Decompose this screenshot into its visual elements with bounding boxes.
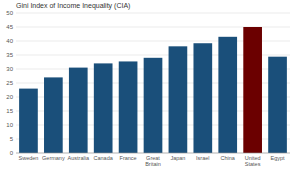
bar bbox=[19, 89, 38, 153]
x-tick-label: Australia bbox=[68, 155, 90, 161]
bar bbox=[44, 77, 63, 153]
bar bbox=[218, 37, 237, 153]
x-tick-label: Sweden bbox=[19, 155, 39, 161]
bar bbox=[169, 46, 188, 153]
x-tick-label: France bbox=[120, 155, 137, 161]
x-tick-label: Japan bbox=[170, 155, 185, 161]
y-tick-label: 30 bbox=[6, 66, 13, 72]
y-tick-label: 5 bbox=[10, 136, 14, 142]
y-tick-label: 35 bbox=[6, 52, 13, 58]
bar bbox=[268, 57, 287, 153]
x-tick-label: GreatBritain bbox=[145, 155, 161, 167]
x-tick-label: Egypt bbox=[271, 155, 286, 161]
bar bbox=[119, 61, 138, 153]
bar bbox=[69, 68, 88, 153]
x-tick-label: China bbox=[221, 155, 236, 161]
y-tick-label: 15 bbox=[6, 108, 13, 114]
bars bbox=[19, 27, 287, 153]
y-tick-label: 40 bbox=[6, 38, 13, 44]
y-tick-label: 45 bbox=[6, 24, 13, 30]
x-tick-label: Israel bbox=[196, 155, 209, 161]
x-tick-label: UnitedStates bbox=[245, 155, 261, 167]
bar bbox=[193, 43, 212, 153]
grid-line bbox=[16, 13, 290, 14]
grid bbox=[16, 13, 290, 153]
x-axis-line bbox=[16, 153, 290, 154]
chart: Gini Index of Income Inequality (CIA) 0 5 1… bbox=[0, 0, 294, 171]
bar bbox=[243, 27, 262, 153]
x-tick-label: Canada bbox=[94, 155, 114, 161]
x-tick-label: Germany bbox=[42, 155, 65, 161]
y-tick-label: 0 bbox=[10, 150, 14, 156]
y-tick-label: 20 bbox=[6, 94, 13, 100]
bar bbox=[94, 63, 113, 153]
y-tick-label: 10 bbox=[6, 122, 13, 128]
title: Gini Index of Income Inequality (CIA) bbox=[16, 2, 130, 10]
y-tick-label: 50 bbox=[6, 10, 13, 16]
bar bbox=[144, 58, 163, 153]
y-tick-label: 25 bbox=[6, 80, 13, 86]
